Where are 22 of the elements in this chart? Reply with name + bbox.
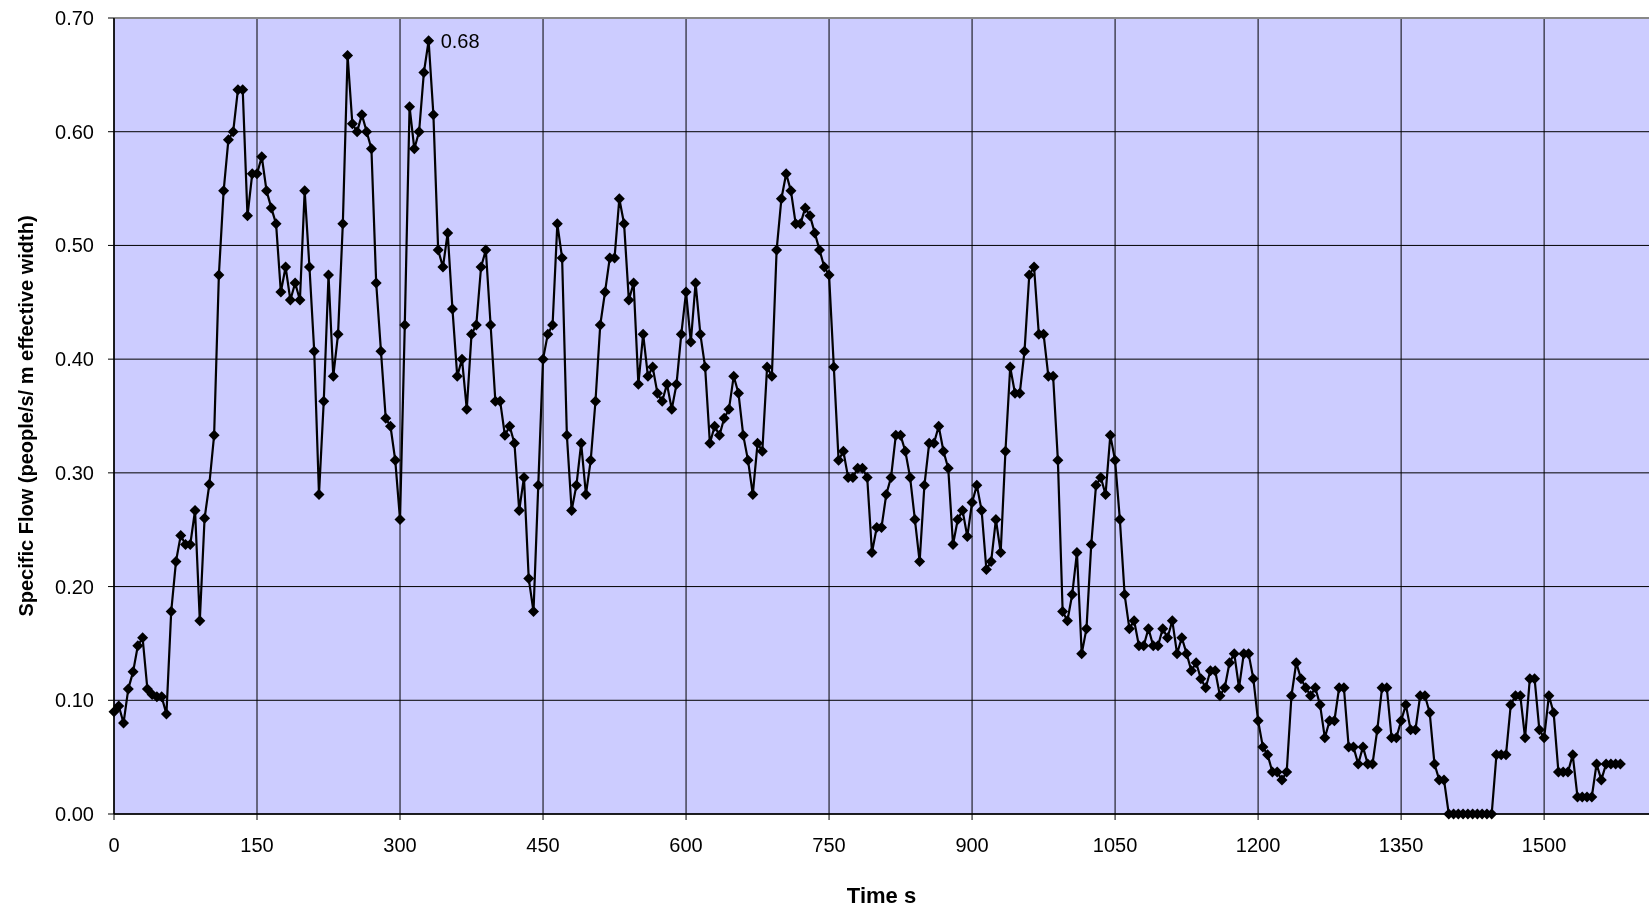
x-tick-label: 1050 [1092, 834, 1138, 856]
x-tick-label: 1200 [1235, 834, 1281, 856]
annotation: 0.68 [440, 29, 480, 52]
x-tick-label: 150 [240, 834, 274, 856]
y-tick-label: 0.10 [55, 689, 94, 712]
y-axis-title: Specific Flow (people/s/ m effective width) [15, 215, 37, 617]
y-tick-label: 0.00 [55, 803, 94, 825]
y-tick-label: 0.70 [55, 7, 94, 29]
y-tick-label: 0.60 [55, 120, 94, 143]
x-tick-label: 450 [526, 834, 560, 856]
x-tick-label: 1500 [1521, 834, 1567, 856]
x-tick-label: 300 [383, 834, 417, 856]
x-tick-label: 1350 [1378, 834, 1424, 856]
x-tick-label: 600 [669, 834, 703, 856]
y-tick-label: 0.40 [55, 348, 94, 371]
x-tick-label: 0 [108, 834, 120, 856]
y-tick-label: 0.30 [55, 461, 94, 484]
y-tick-label: 0.50 [55, 234, 94, 257]
x-axis-title: Time s [846, 883, 917, 908]
x-tick-label: 900 [955, 834, 989, 856]
x-tick-label: 750 [812, 834, 846, 856]
y-tick-label: 0.20 [55, 575, 94, 598]
